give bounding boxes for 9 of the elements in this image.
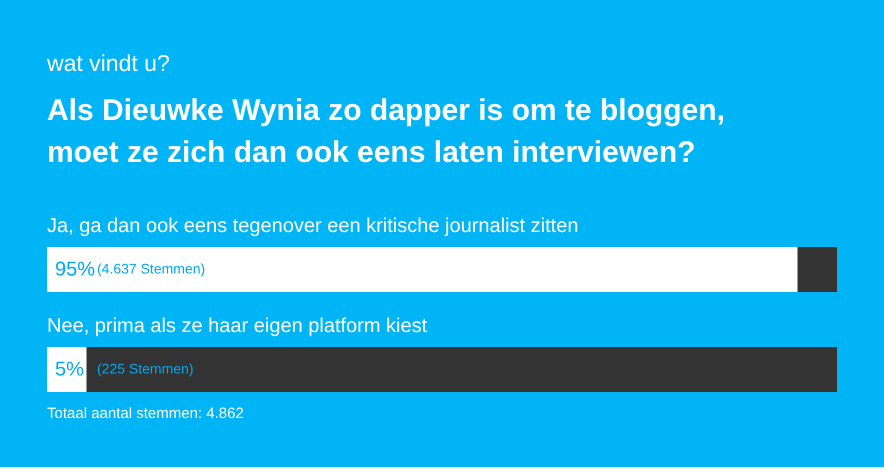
y-tick-label: Nee, prima als ze haar eigen platform kiest <box>47 315 428 337</box>
data-label: 95% <box>55 258 96 280</box>
chart-subtitle: wat vindt u? <box>46 50 170 76</box>
data-label: 5% <box>55 358 84 380</box>
text: Totaal aantal stemmen: 4.862 <box>47 405 244 422</box>
annotation: (225 Stemmen) <box>97 360 194 376</box>
chart-title: Als Dieuwke Wynia zo dapper is om te bloggen, moet ze zich dan ook eens laten interviewen? <box>47 94 725 169</box>
y-tick-label: Ja, ga dan ook eens tegenover een kritische journalist zitten <box>47 215 578 237</box>
annotation: (4.637 Stemmen) <box>97 260 206 276</box>
